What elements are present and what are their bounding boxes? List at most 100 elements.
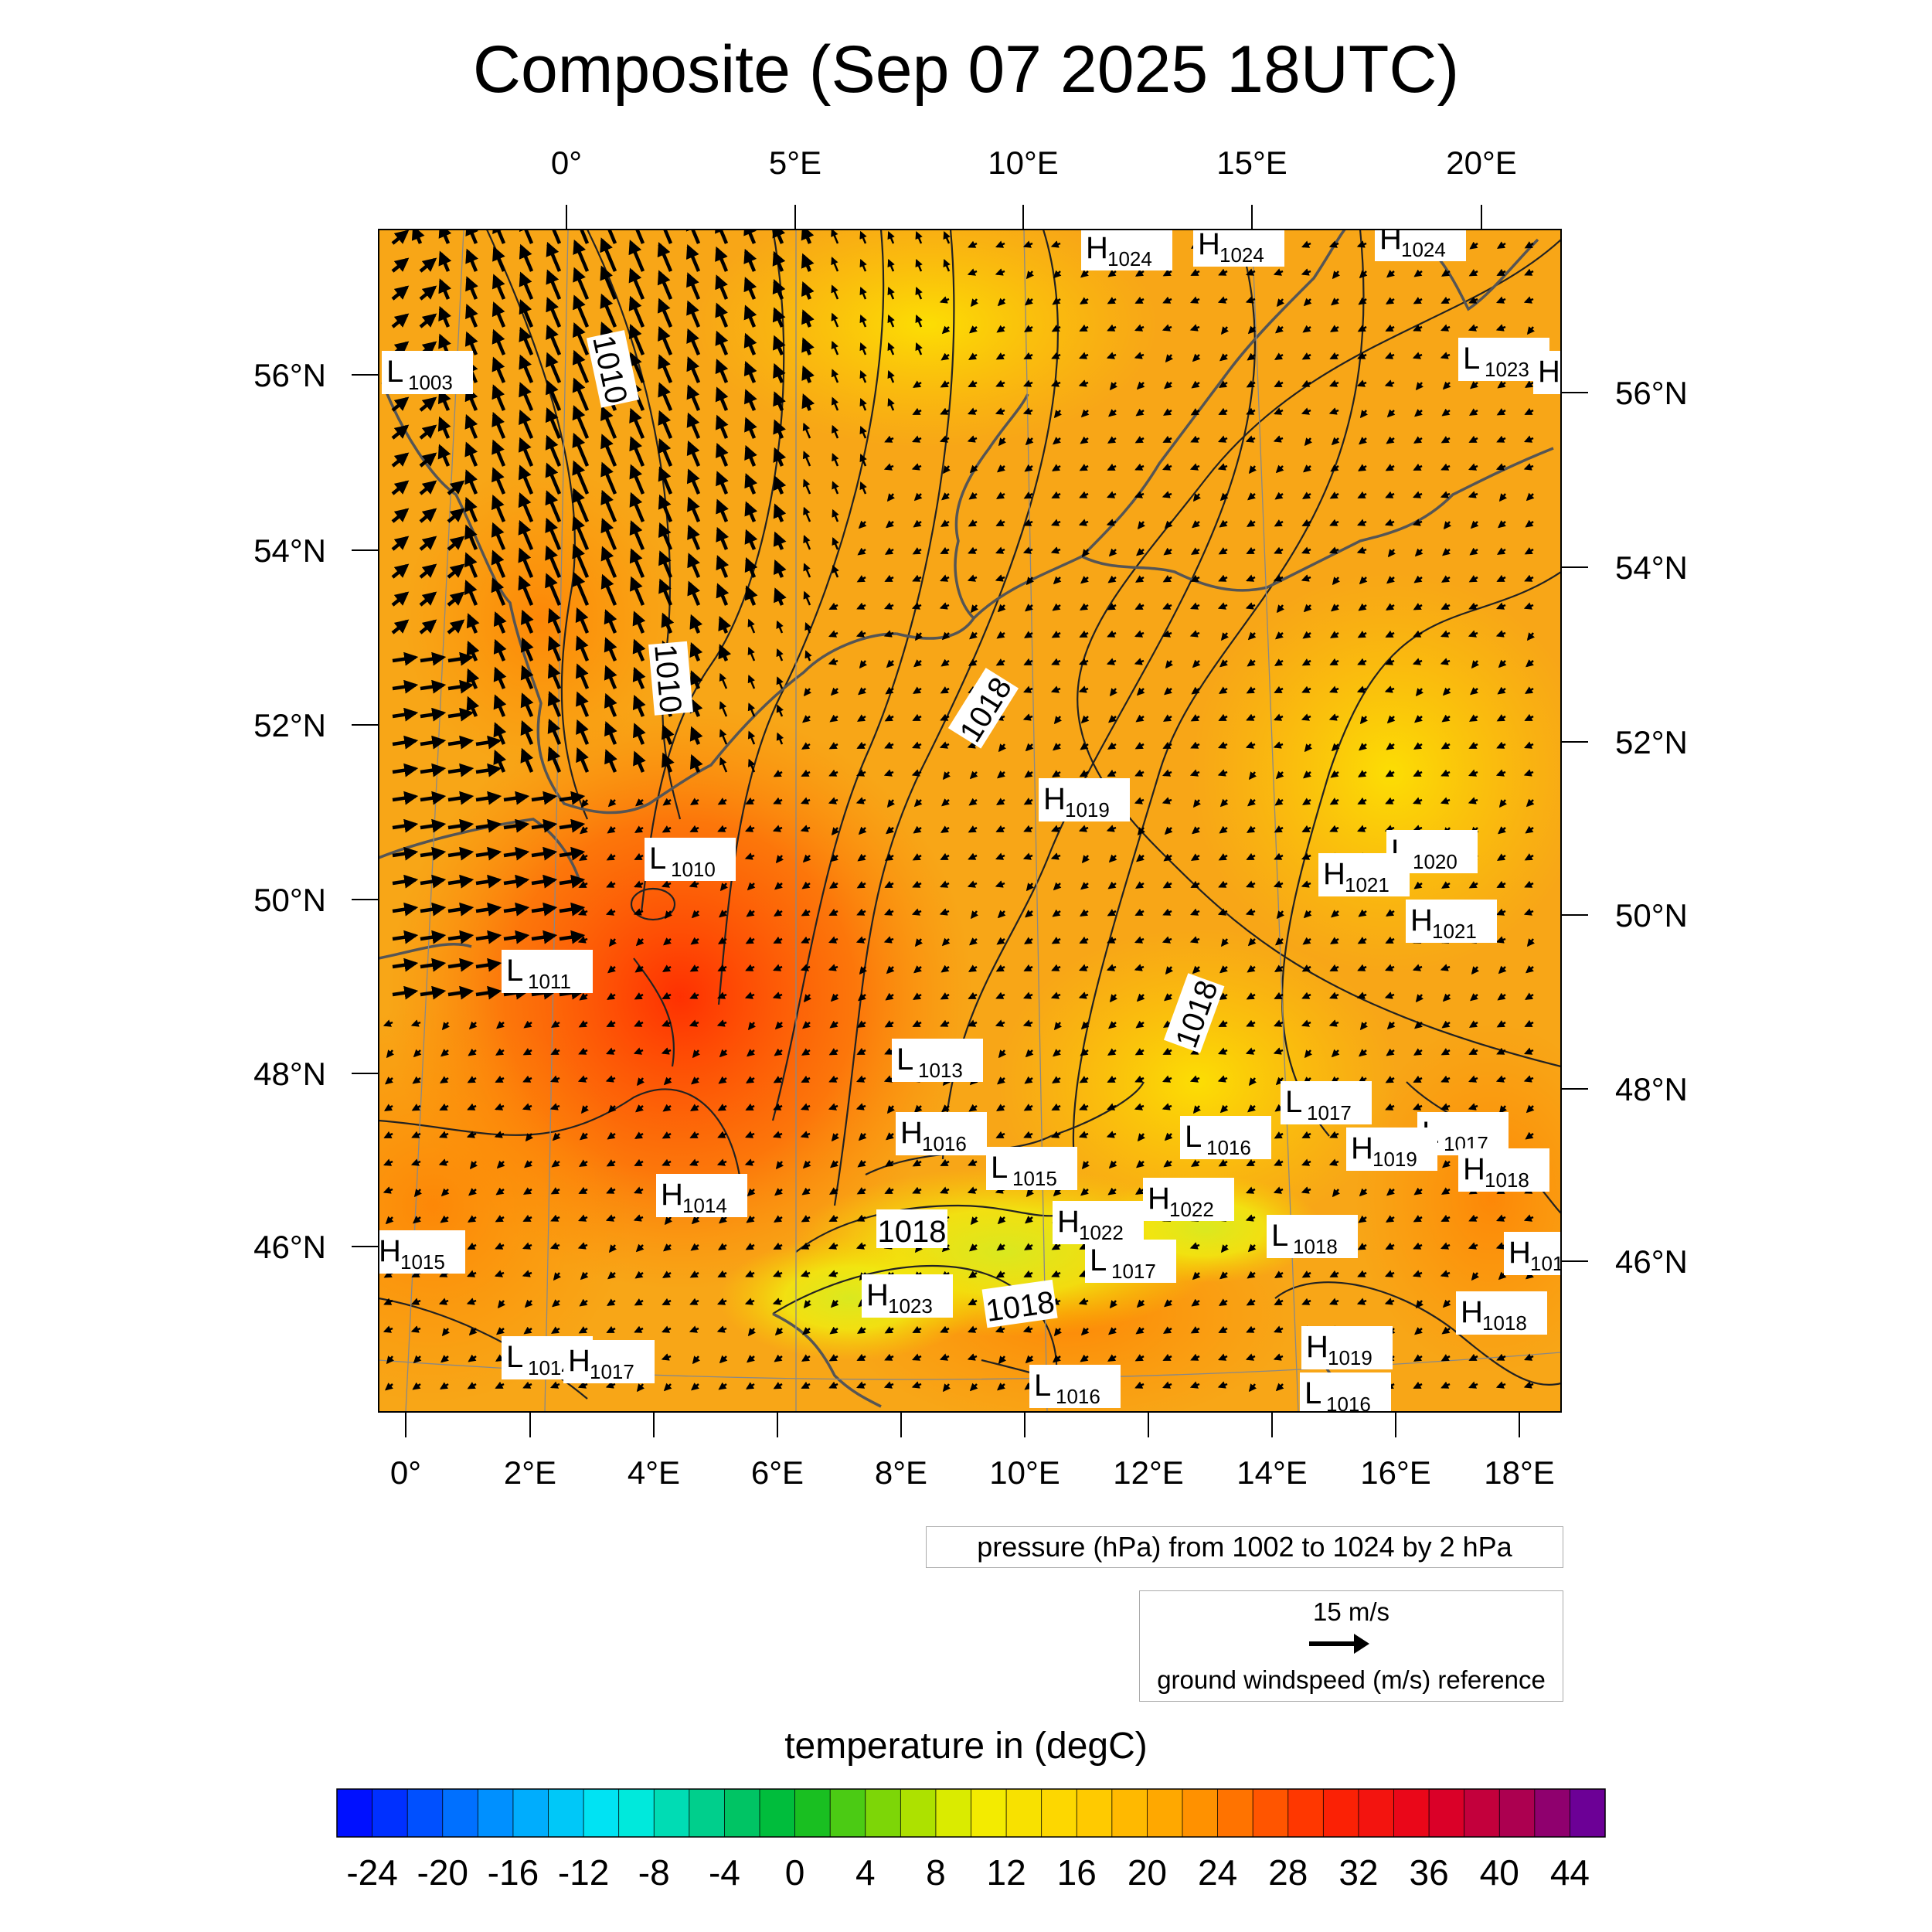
wind-vector [1275, 631, 1284, 640]
wind-vector [419, 563, 437, 579]
wind-vector [573, 267, 590, 300]
wind-vector [1247, 325, 1257, 335]
wind-vector [1273, 268, 1284, 276]
top-lon-label: 10°E [988, 145, 1059, 181]
wind-vector [1468, 714, 1478, 722]
wind-vector [464, 552, 478, 578]
wind-vector [1109, 688, 1118, 697]
svg-text:L: L [1034, 1369, 1051, 1403]
wind-vector [1135, 714, 1145, 723]
wind-vector [912, 407, 922, 416]
wind-vector [1275, 325, 1284, 334]
svg-text:1019: 1019 [1372, 1148, 1417, 1171]
svg-text:1016: 1016 [1206, 1136, 1251, 1159]
left-lat-label: 54°N [253, 532, 326, 569]
svg-text:1024: 1024 [1107, 247, 1152, 270]
wind-vector [803, 563, 811, 578]
wind-vector [685, 243, 701, 272]
colorbar-bin [865, 1789, 901, 1837]
wind-vector [391, 313, 410, 328]
wind-vector [941, 631, 951, 641]
low-pressure-label: L 1011 [502, 950, 593, 993]
wind-vector [1384, 685, 1395, 693]
wind-vector [1134, 630, 1145, 638]
colorbar-bin [478, 1789, 514, 1837]
wind-vector [600, 265, 617, 300]
wind-vector [629, 464, 645, 495]
wind-vector [1440, 630, 1451, 638]
wind-vector [576, 719, 590, 745]
wind-vector [1081, 549, 1090, 558]
wind-vector [629, 492, 645, 522]
wind-vector [1498, 520, 1506, 529]
wind-vector [940, 352, 950, 361]
wind-vector [859, 481, 867, 495]
wind-vector [391, 563, 410, 579]
wind-vector [420, 679, 447, 694]
low-pressure-label: L 1016 [1029, 1365, 1121, 1408]
wind-vector [773, 559, 787, 578]
svg-text:1016: 1016 [1056, 1385, 1100, 1408]
wind-vector [1107, 324, 1117, 332]
wind-vector [1050, 379, 1061, 387]
wind-vector [1080, 715, 1090, 724]
wind-vector [447, 651, 474, 666]
svg-text:H: H [1410, 903, 1433, 937]
svg-text:H: H [1306, 1330, 1328, 1364]
wind-vector [744, 557, 758, 578]
wind-vector [773, 447, 787, 467]
wind-vector [629, 352, 645, 383]
colorbar-bin [1393, 1789, 1430, 1837]
wind-vector [1442, 548, 1451, 556]
colorbar-bin [794, 1789, 831, 1837]
wind-vector [1218, 547, 1228, 555]
colorbar-tick-label: -24 [346, 1852, 397, 1893]
wind-vector [832, 509, 839, 522]
wind-vector [518, 519, 534, 550]
colorbar-bin [1217, 1789, 1253, 1837]
colorbar-bin [1358, 1789, 1394, 1837]
wind-vector [437, 389, 451, 411]
wind-vector [776, 620, 784, 634]
low-pressure-label: L 1013 [892, 1039, 983, 1082]
wind-vector [1274, 658, 1284, 666]
wind-vector [1078, 519, 1089, 526]
wind-vector [1247, 658, 1256, 667]
wind-vector [1498, 493, 1508, 502]
svg-text:1019: 1019 [1065, 798, 1110, 821]
wind-vector [689, 641, 703, 662]
wind-vector [600, 405, 617, 439]
wind-vector [1359, 437, 1367, 445]
wind-vector [420, 651, 447, 666]
wind-vector [1023, 685, 1033, 693]
wind-vector [1190, 296, 1200, 304]
wind-vector [883, 630, 894, 638]
wind-vector [915, 230, 923, 244]
wind-vector [1357, 519, 1367, 526]
wind-vector [1050, 685, 1061, 693]
wind-vector [1023, 492, 1033, 499]
wind-vector [1356, 685, 1367, 693]
wind-vector [466, 613, 480, 634]
wind-vector [967, 435, 978, 443]
wind-vector [747, 702, 756, 717]
left-lat-label: 48°N [253, 1056, 326, 1092]
wind-vector [545, 434, 562, 467]
wind-vector [856, 741, 866, 750]
wind-vector [857, 547, 866, 556]
wind-vector [1190, 714, 1200, 722]
wind-vector [492, 411, 506, 439]
top-lon-label: 5°E [769, 145, 821, 181]
wind-vector [1023, 658, 1033, 666]
wind-vector [600, 518, 617, 550]
colorbar-tick-label: 40 [1480, 1852, 1519, 1893]
pressure-legend: pressure (hPa) from 1002 to 1024 by 2 hP… [926, 1526, 1563, 1568]
wind-vector [1079, 464, 1089, 471]
colorbar-tick-label: 16 [1057, 1852, 1097, 1893]
wind-vector [773, 362, 786, 383]
colorbar-bin [1006, 1789, 1043, 1837]
wind-vector [1165, 660, 1174, 669]
wind-vector [419, 424, 437, 440]
colorbar-tick-label: -20 [417, 1852, 468, 1893]
